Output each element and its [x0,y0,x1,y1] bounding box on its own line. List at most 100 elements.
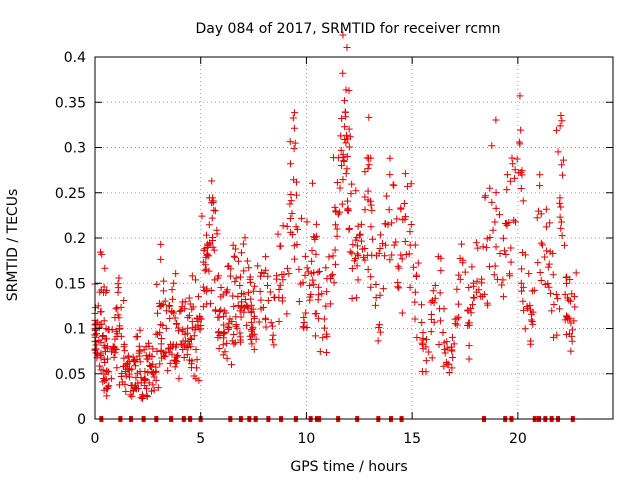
data-point [111,314,119,322]
data-point [545,260,553,268]
data-point [168,308,176,316]
data-point [537,276,545,284]
data-point [256,287,264,295]
data-point [492,189,500,197]
data-point [179,345,187,353]
data-point [528,317,536,325]
data-point [166,345,174,353]
data-point [517,185,525,193]
data-point [96,362,104,370]
data-point [172,353,180,361]
data-point [231,339,239,347]
data-points [91,31,580,422]
data-point [493,275,501,283]
data-point [331,260,339,268]
data-point [233,324,241,332]
data-point [240,290,248,298]
data-point [405,250,413,258]
data-point [137,394,145,402]
data-point [445,369,453,377]
data-point [390,241,398,249]
data-point [418,339,426,347]
data-point [115,274,123,282]
data-point [480,290,488,298]
data-point [556,213,564,221]
data-point [449,354,457,362]
data-point [122,372,130,380]
data-point [190,372,198,380]
data-point [348,249,356,257]
data-point [529,320,537,328]
data-point [376,328,384,336]
data-point [202,265,210,273]
data-point [393,215,401,223]
data-point [360,253,368,261]
data-point [435,341,443,349]
data-point [295,265,303,273]
data-point [231,253,239,261]
data-point [262,323,270,331]
data-point [505,270,513,278]
data-point [310,233,318,241]
data-point [172,359,180,367]
data-point [149,345,157,353]
data-point [141,375,149,383]
data-point [302,309,310,317]
data-point [465,342,473,350]
data-point [321,324,328,332]
data-point [560,241,568,249]
data-point [570,293,578,301]
data-point [100,386,108,394]
data-point [309,179,317,187]
data-point [353,262,361,270]
data-point [161,353,169,361]
data-point [375,249,383,257]
data-point [337,162,345,170]
data-point [345,125,353,133]
data-point [295,297,303,305]
data-point [262,316,270,324]
data-point [401,237,409,245]
data-point [306,282,314,290]
data-point [183,351,191,359]
x-tick-label: 20 [509,431,527,447]
data-point [563,294,571,302]
data-point [226,272,234,280]
data-point [342,139,350,147]
data-point [219,330,227,338]
data-point [526,306,534,314]
data-point [352,236,360,244]
data-point [546,219,554,227]
data-point [240,308,248,316]
data-point [174,327,182,335]
data-point [544,280,552,288]
data-point [195,325,203,333]
data-point [266,288,274,296]
data-point [141,382,149,390]
data-point [289,231,297,239]
data-point [386,154,394,162]
data-point [344,197,352,205]
axis-ticks: 0 0.05 0.1 0.15 0.2 0.25 0.3 0.35 0.4 0 5 10 15 20 [55,50,613,447]
data-point [255,318,263,326]
data-point [553,126,561,134]
data-point [401,170,409,178]
y-tick-label: 0.25 [55,186,86,202]
data-point [342,113,350,121]
data-point [394,283,402,291]
data-point [422,368,430,376]
data-point [312,310,320,318]
data-point [367,201,375,209]
data-point [418,319,426,326]
data-point [398,255,406,263]
data-point [361,168,369,176]
data-point [107,375,115,383]
data-point [103,367,111,375]
data-point [517,279,525,287]
data-point [216,307,224,315]
data-point [147,387,155,395]
data-point [549,271,557,279]
data-point [337,146,345,154]
data-point [315,267,323,275]
data-point [572,269,580,277]
